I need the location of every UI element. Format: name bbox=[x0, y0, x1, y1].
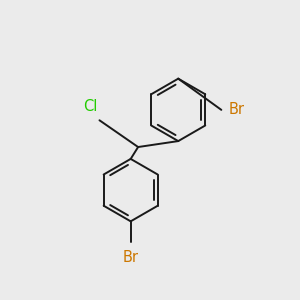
Text: Br: Br bbox=[229, 102, 245, 117]
Text: Br: Br bbox=[123, 250, 139, 265]
Text: Cl: Cl bbox=[83, 99, 98, 114]
